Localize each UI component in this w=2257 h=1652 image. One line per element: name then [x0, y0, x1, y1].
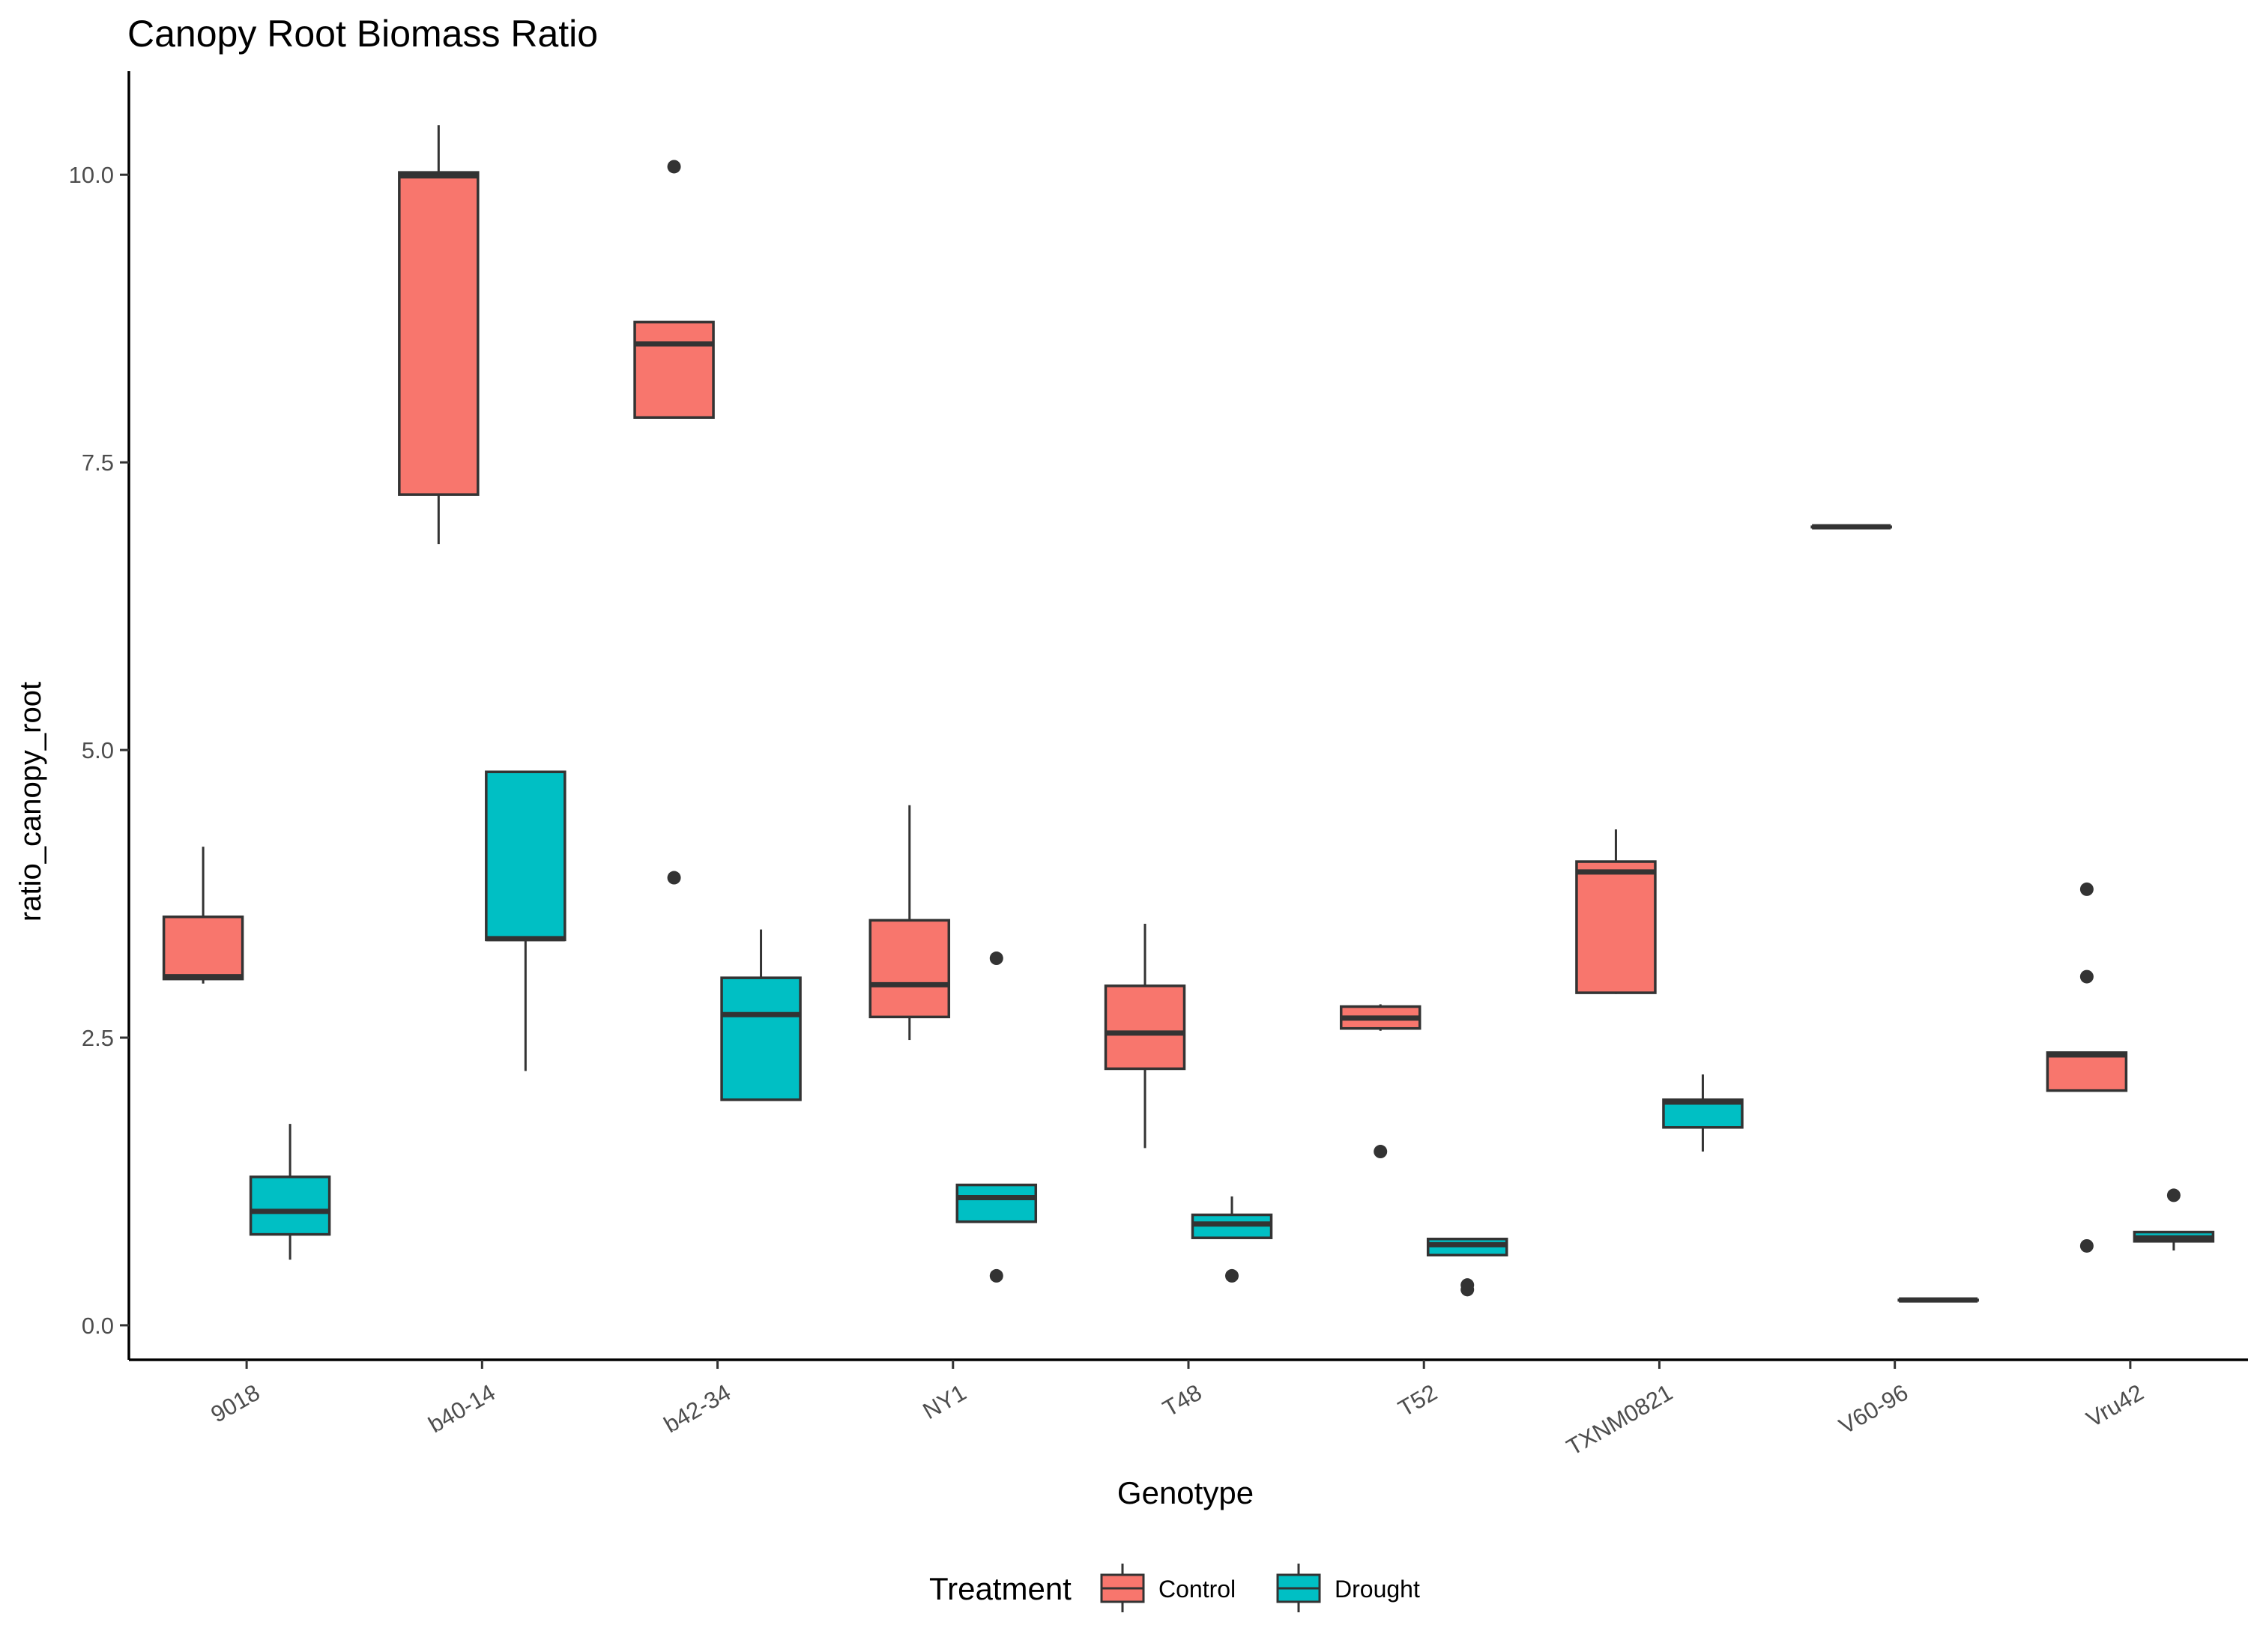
outlier-point: [667, 160, 681, 174]
legend-item-label: Control: [1158, 1576, 1236, 1603]
box-control-b40-14: [398, 125, 480, 545]
box-drought-t48: [1191, 1196, 1273, 1283]
y-tick-label: 10.0: [69, 162, 114, 188]
box-drought-t52: [1426, 1238, 1508, 1297]
box-body: [398, 171, 480, 496]
legend-item-label: Drought: [1335, 1576, 1420, 1603]
box-drought-b42-34: [720, 929, 802, 1101]
outlier-point: [2079, 1238, 2094, 1253]
box-control-ny1: [868, 805, 951, 1041]
box-drought-v60-96: [1897, 1297, 1979, 1303]
box-control-9018: [162, 847, 244, 984]
y-tick-label: 7.5: [82, 450, 114, 476]
box-control-t48: [1104, 923, 1186, 1149]
y-axis-label: ratio_canopy_root: [14, 682, 47, 922]
box-body: [485, 770, 566, 942]
box-drought-b40-14: [485, 770, 566, 1071]
y-axis: 0.0 2.5 5.0 7.5 10.0: [69, 71, 130, 1360]
outlier-point: [989, 951, 1003, 966]
outlier-point: [989, 1268, 1003, 1283]
box-control-t52: [1339, 1004, 1421, 1159]
outlier-point: [667, 871, 681, 885]
box-body: [1575, 860, 1657, 994]
y-tick-label: 0.0: [82, 1313, 114, 1339]
box-body: [1104, 984, 1186, 1071]
box-body: [868, 919, 951, 1019]
outlier-point: [1225, 1268, 1239, 1283]
legend-title: Treatment: [929, 1571, 1072, 1606]
legend: Treatment Control Drought: [929, 1564, 1420, 1612]
chart-title: Canopy Root Biomass Ratio: [127, 13, 598, 55]
box-body: [955, 1183, 1038, 1223]
x-axis-label: Genotype: [1117, 1475, 1254, 1510]
box-drought-ny1: [955, 951, 1038, 1283]
outlier-point: [1374, 1145, 1388, 1159]
box-drought-vru42: [2133, 1188, 2215, 1251]
legend-item-drought: Drought: [1276, 1564, 1420, 1612]
outlier-point: [2166, 1188, 2181, 1202]
box-body: [249, 1176, 331, 1236]
y-tick-label: 5.0: [82, 737, 114, 763]
box-body: [720, 976, 802, 1101]
plot-area: [162, 125, 2215, 1303]
outlier-point: [1460, 1283, 1475, 1297]
y-tick-label: 2.5: [82, 1025, 114, 1051]
box-control-txnm0821: [1575, 829, 1657, 994]
box-body: [2046, 1051, 2128, 1092]
box-drought-txnm0821: [1662, 1074, 1744, 1152]
box-body: [633, 321, 715, 419]
outlier-point: [2079, 969, 2094, 984]
box-drought-9018: [249, 1124, 331, 1260]
legend-item-control: Control: [1100, 1564, 1236, 1612]
outlier-point: [2079, 882, 2094, 896]
box-body: [162, 916, 244, 981]
box-control-vru42: [2046, 882, 2128, 1253]
box-control-b42-34: [633, 160, 715, 885]
